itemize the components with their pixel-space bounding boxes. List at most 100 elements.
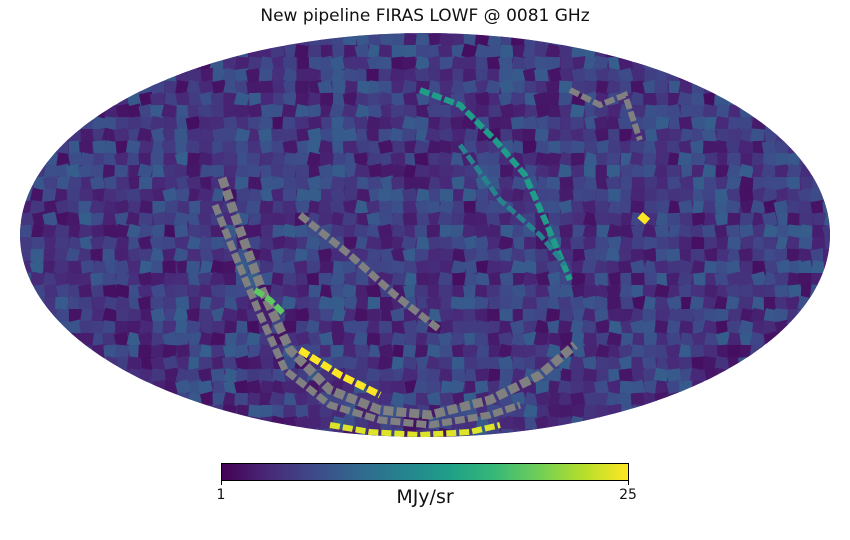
sky-pixel — [163, 176, 179, 192]
sky-pixel — [787, 379, 803, 396]
sky-pixel — [77, 43, 94, 60]
colorbar — [221, 463, 629, 481]
sky-pixel — [79, 152, 95, 168]
sky-pixel — [704, 116, 718, 131]
sky-pixel — [606, 164, 620, 179]
sky-pixel — [29, 379, 46, 396]
sky-pixel — [798, 272, 812, 287]
sky-pixel — [114, 199, 131, 216]
sky-pixel — [377, 139, 394, 156]
sky-pixel — [438, 307, 455, 324]
sky-pixel — [750, 307, 767, 324]
sky-pixel — [330, 296, 346, 311]
sky-pixel — [787, 80, 802, 95]
sky-pixel — [641, 320, 657, 336]
sky-pixel — [198, 79, 214, 96]
sky-pixel — [738, 319, 755, 336]
sky-pixel — [103, 368, 119, 384]
sky-pixel — [570, 332, 586, 347]
sky-pixel — [462, 296, 477, 311]
sky-pixel — [812, 392, 826, 407]
sky-pixel — [102, 211, 118, 227]
sky-pixel — [401, 115, 418, 132]
sky-pixel — [716, 33, 732, 47]
sky-pixel — [308, 308, 324, 324]
sky-pixel — [378, 80, 392, 95]
sky-pixel — [353, 223, 369, 239]
sky-pixel — [666, 368, 682, 383]
sky-pixel — [163, 392, 178, 407]
sky-pixel — [282, 139, 298, 156]
sky-pixel — [582, 368, 598, 383]
sky-pixel — [787, 368, 802, 383]
sky-pixel — [704, 44, 718, 59]
sky-feature-stripe — [457, 143, 567, 267]
sky-pixel — [654, 296, 669, 311]
sky-pixel — [173, 416, 190, 432]
sky-pixel — [738, 163, 755, 180]
sky-pixel — [198, 116, 213, 131]
sky-pixel — [125, 211, 142, 228]
sky-pixel — [764, 91, 780, 107]
sky-pixel — [162, 331, 179, 348]
sky-pixel — [186, 175, 202, 192]
sky-pixel — [570, 392, 586, 408]
sky-pixel — [258, 343, 275, 360]
sky-pixel — [188, 356, 203, 371]
sky-pixel — [570, 140, 586, 155]
sky-pixel — [90, 320, 104, 335]
sky-pixel — [330, 271, 346, 288]
sky-pixel — [30, 296, 46, 311]
sky-pixel — [774, 115, 791, 132]
sky-pixel — [139, 260, 154, 275]
sky-pixel — [55, 332, 70, 347]
sky-pixel — [786, 332, 802, 347]
sky-pixel — [344, 187, 360, 203]
sky-pixel — [210, 416, 225, 431]
sky-pixel — [438, 284, 453, 299]
sky-pixel — [141, 188, 155, 203]
sky-pixel — [221, 307, 238, 324]
sky-pixel — [727, 344, 742, 359]
sky-pixel — [319, 152, 334, 167]
sky-pixel — [812, 33, 826, 47]
sky-pixel — [308, 44, 322, 59]
sky-pixel — [246, 200, 261, 215]
sky-pixel — [499, 271, 515, 287]
sky-pixel — [187, 224, 203, 240]
sky-pixel — [620, 44, 635, 59]
sky-pixel — [535, 103, 552, 119]
sky-pixel — [690, 115, 706, 131]
sky-pixel — [653, 367, 669, 383]
sky-pixel — [690, 92, 705, 107]
sky-pixel — [366, 332, 381, 347]
sky-pixel — [20, 152, 35, 167]
sky-pixel — [811, 55, 827, 71]
sky-pixel — [486, 56, 502, 71]
sky-pixel — [451, 308, 466, 323]
sky-pixel — [461, 43, 478, 60]
sky-pixel — [426, 103, 443, 120]
sky-pixel — [413, 139, 430, 156]
sky-pixel — [54, 55, 71, 72]
sky-pixel — [786, 320, 801, 335]
sky-pixel — [727, 416, 742, 431]
sky-pixel — [570, 116, 584, 131]
sky-pixel — [689, 140, 705, 156]
sky-pixel — [137, 284, 153, 300]
sky-pixel — [740, 260, 755, 275]
sky-pixel — [414, 164, 430, 179]
sky-pixel — [66, 356, 81, 371]
sky-pixel — [451, 344, 467, 359]
sky-pixel — [644, 272, 659, 287]
sky-pixel — [605, 43, 621, 59]
sky-pixel — [714, 92, 728, 107]
sky-pixel — [810, 152, 825, 167]
sky-pixel — [799, 212, 813, 227]
sky-pixel — [41, 67, 58, 84]
sky-pixel — [643, 164, 657, 179]
sky-pixel — [378, 343, 394, 360]
sky-pixel — [210, 164, 225, 179]
sky-pixel — [103, 416, 118, 431]
sky-pixel — [378, 68, 392, 83]
